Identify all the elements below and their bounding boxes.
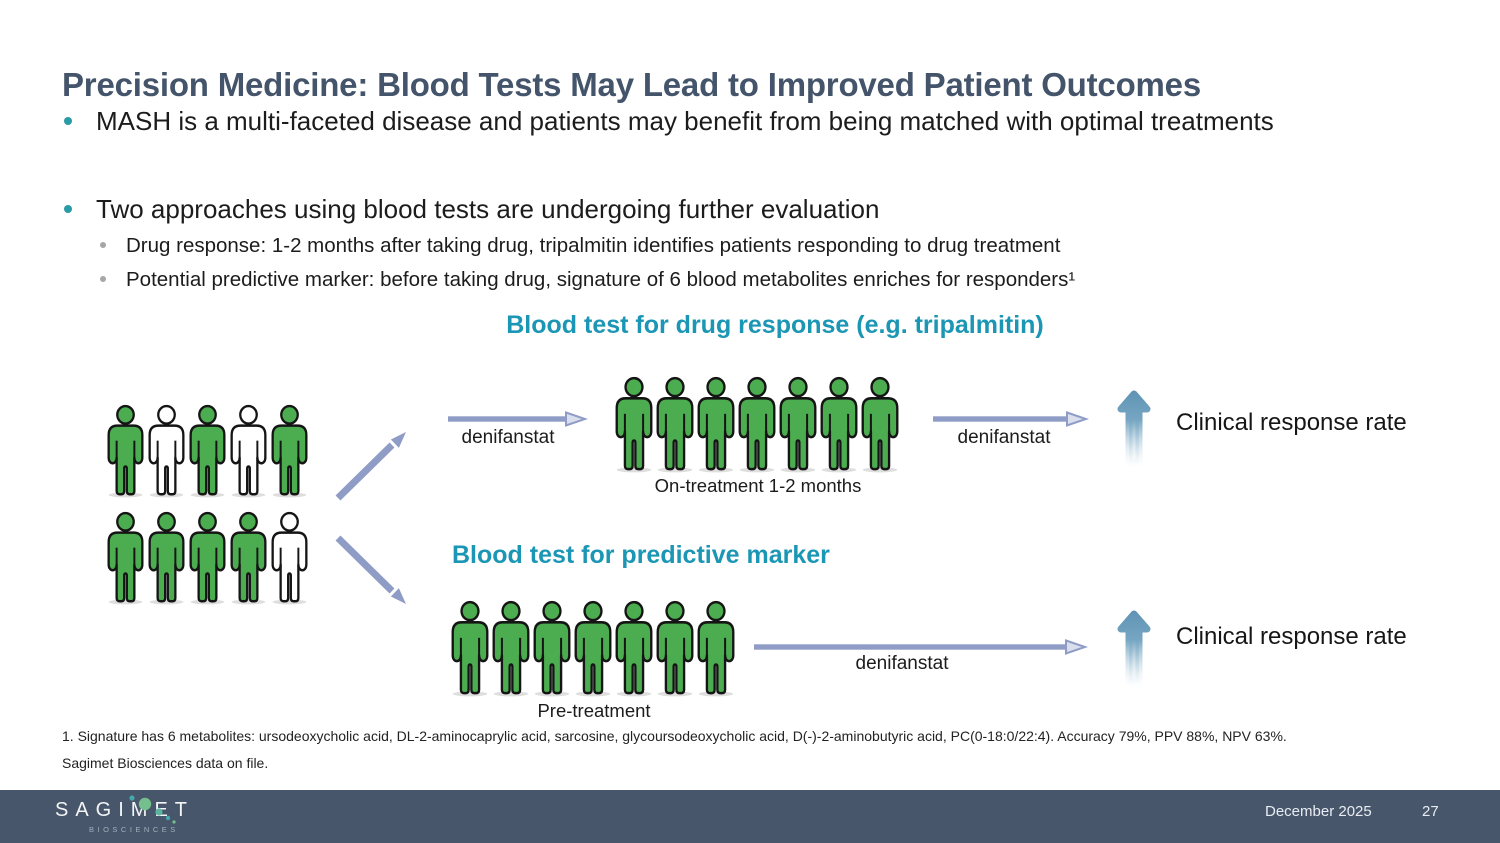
person-icon	[820, 376, 858, 473]
company-logo: SAGIMET BIOSCIENCES	[55, 799, 194, 834]
right-arrow-icon	[754, 639, 1088, 655]
sub-bullet-text: Drug response: 1-2 months after taking d…	[126, 234, 1061, 257]
logo-text: SAGIMET	[55, 799, 195, 821]
person-icon	[107, 511, 144, 605]
population-row-1	[106, 404, 309, 498]
increase-arrow-icon	[1117, 390, 1151, 467]
person-icon	[271, 404, 308, 498]
on-treatment-cohort	[614, 376, 900, 473]
logo-subtext: BIOSCIENCES	[89, 825, 179, 834]
on-treatment-label: On-treatment 1-2 months	[654, 475, 862, 496]
bullet-text: MASH is a multi-faceted disease and pati…	[96, 106, 1274, 136]
person-icon	[779, 376, 817, 473]
right-arrow-icon	[933, 411, 1089, 427]
pre-treatment-cohort	[450, 600, 736, 697]
drug-label: denifanstat	[461, 427, 555, 448]
page-number: 27	[1422, 803, 1439, 820]
person-icon	[148, 404, 185, 498]
person-icon	[615, 600, 653, 697]
outcome-label: Clinical response rate	[1176, 409, 1407, 436]
person-icon	[697, 376, 735, 473]
person-icon	[451, 600, 489, 697]
population-row-2	[106, 511, 309, 605]
footnote: 1. Signature has 6 metabolites: ursodeox…	[62, 728, 1287, 744]
bullet-text: Two approaches using blood tests are und…	[96, 194, 880, 224]
footnote: Sagimet Biosciences data on file.	[62, 755, 269, 771]
person-icon	[107, 404, 144, 498]
right-arrow-icon	[448, 411, 588, 427]
bullet-dot	[100, 276, 106, 282]
pre-treatment-label: Pre-treatment	[537, 700, 651, 721]
person-icon	[533, 600, 571, 697]
outcome-label: Clinical response rate	[1176, 623, 1407, 650]
person-icon	[189, 404, 226, 498]
page-title: Precision Medicine: Blood Tests May Lead…	[62, 66, 1201, 104]
person-icon	[615, 376, 653, 473]
person-icon	[230, 404, 267, 498]
logo-dots-icon	[129, 795, 176, 824]
sub-bullet-item: Drug response: 1-2 months after taking d…	[98, 233, 1398, 259]
bullet-item: MASH is a multi-faceted disease and pati…	[62, 103, 1352, 140]
drug-label: denifanstat	[957, 427, 1051, 448]
person-icon	[574, 600, 612, 697]
person-icon	[148, 511, 185, 605]
person-icon	[271, 511, 308, 605]
increase-arrow-icon	[1117, 610, 1151, 687]
person-icon	[492, 600, 530, 697]
person-icon	[861, 376, 899, 473]
diagonal-up-arrow-icon	[335, 432, 406, 501]
bullet-dot	[64, 117, 72, 125]
drug-label: denifanstat	[855, 653, 949, 674]
footer-bar: SAGIMET BIOSCIENCES December 2025 27	[0, 790, 1500, 843]
bullet-dot	[64, 205, 72, 213]
predictive-marker-heading: Blood test for predictive marker	[452, 541, 830, 569]
person-icon	[230, 511, 267, 605]
sub-bullet-item: Potential predictive marker: before taki…	[98, 267, 1398, 293]
diagonal-down-arrow-icon	[335, 535, 406, 604]
person-icon	[697, 600, 735, 697]
person-icon	[189, 511, 226, 605]
person-icon	[738, 376, 776, 473]
sub-bullet-text: Potential predictive marker: before taki…	[126, 268, 1076, 291]
person-icon	[656, 600, 694, 697]
bullet-dot	[100, 242, 106, 248]
bullet-item: Two approaches using blood tests are und…	[62, 191, 1352, 228]
slide-date: December 2025	[1265, 803, 1372, 820]
drug-response-heading: Blood test for drug response (e.g. tripa…	[506, 311, 1044, 339]
person-icon	[656, 376, 694, 473]
